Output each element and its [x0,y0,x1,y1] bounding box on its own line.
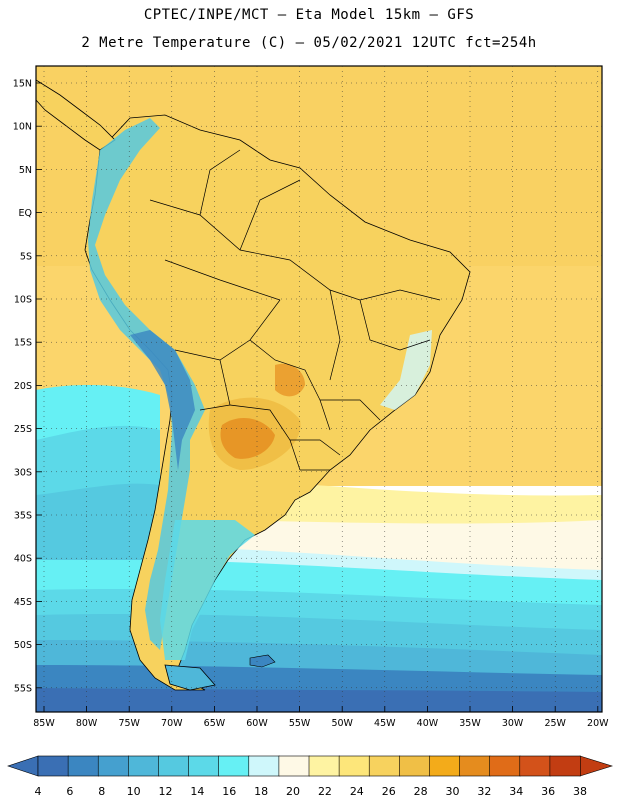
colorbar-segment [338,755,371,777]
colorbar-segment [399,755,431,777]
colorbar-label: 26 [382,785,396,798]
lat-label: 5S [20,251,32,262]
colorbar-label: 10 [127,785,141,798]
colorbar-segment [218,755,250,777]
colorbar-segment [429,755,461,777]
colorbar-segment [37,755,69,777]
lon-label: 25W [544,718,566,729]
colorbar-label: 32 [477,785,491,798]
lon-label: 45W [374,718,396,729]
colorbar-label: 22 [318,785,332,798]
colorbar-segment [278,755,310,777]
colorbar-segment [188,755,220,777]
colorbar-segment [248,755,280,777]
lat-label: 35S [14,511,32,522]
temperature-colorbar: 4 6 8 10 12 14 16 18 20 22 24 26 28 30 32 34 36 38 [7,755,614,798]
colorbar-label: 4 [35,785,42,798]
colorbar-label: 14 [190,785,204,798]
colorbar-segment [158,755,190,777]
lat-label: 50S [14,640,32,651]
lon-label: 40W [417,718,439,729]
temperature-field [36,66,602,712]
colorbar-segment [549,755,581,777]
lon-label: 75W [118,718,140,729]
lat-label: 10S [14,295,32,306]
lon-label: 80W [76,718,98,729]
colorbar-label: 6 [66,785,73,798]
colorbar-label: 20 [286,785,300,798]
lat-label: 55S [14,683,32,694]
map-title: CPTEC/INPE/MCT – Eta Model 15km – GFS [143,7,475,23]
colorbar-label: 38 [573,785,587,798]
lat-label: 20S [14,381,32,392]
lon-label: 35W [459,718,481,729]
colorbar-segment [368,755,401,777]
colorbar-segment [128,755,160,777]
colorbar-segment [67,755,100,777]
latitude-labels: 15N 10N 5N EQ 5S 10S 15S 20S 25S 30S 35S 40S 45S 50S 5… [13,79,42,694]
lon-label: 20W [587,718,609,729]
colorbar-label: 18 [254,785,268,798]
map-frame [35,65,603,713]
lat-label: 15N [13,79,32,90]
lon-label: 60W [246,718,268,729]
longitude-labels: 85W 80W 75W 70W 65W 60W 55W 50W 45W 40W 35W 30W 25W 2… [33,706,609,729]
colorbar-label: 24 [350,785,364,798]
colorbar-label: 28 [414,785,428,798]
colorbar-segment [459,755,491,777]
lat-label: 45S [14,597,32,608]
colorbar-label: 8 [98,785,105,798]
lon-label: 50W [331,718,353,729]
colorbar-segment [519,755,551,777]
lon-label: 70W [161,718,183,729]
lat-label: 15S [14,338,32,349]
lon-label: 65W [204,718,226,729]
lat-label: 25S [14,424,32,435]
lat-label: EQ [19,208,32,219]
lon-label: 85W [33,718,55,729]
colorbar-label: 30 [445,785,459,798]
colorbar-segment [97,755,130,777]
colorbar-label: 16 [222,785,236,798]
lat-label: 10N [13,122,32,133]
colorbar-label: 12 [159,785,173,798]
colorbar-label: 34 [509,785,523,798]
colorbar-segment [308,755,340,777]
lat-label: 40S [14,554,32,565]
lat-label: 5N [19,165,32,176]
colorbar-segment [489,755,521,777]
colorbar-label: 36 [541,785,555,798]
lon-label: 55W [289,718,311,729]
lon-label: 30W [502,718,524,729]
map-subtitle: 2 Metre Temperature (C) – 05/02/2021 12U… [81,35,537,51]
lat-label: 30S [14,467,32,478]
